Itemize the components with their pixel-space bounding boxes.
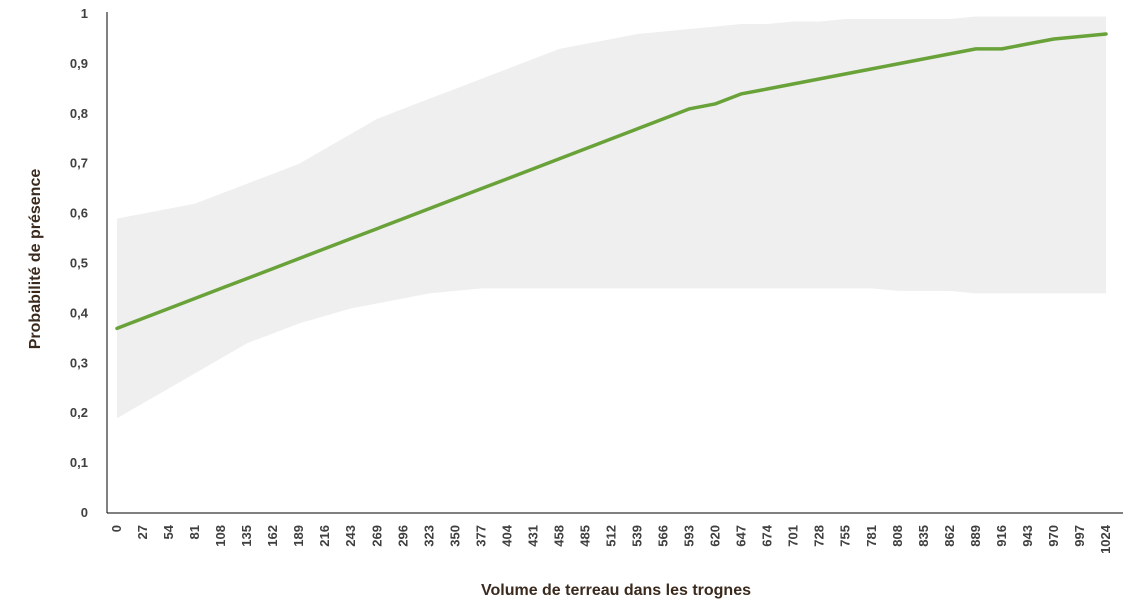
confidence-band-layer — [117, 16, 1106, 419]
y-tick-label: 0 — [81, 505, 88, 520]
x-tick-label: 566 — [656, 525, 671, 547]
x-tick-label: 54 — [161, 524, 176, 539]
x-axis-title: Volume de terreau dans les trognes — [481, 582, 751, 599]
x-tick-label: 1024 — [1098, 524, 1113, 554]
y-tick-label: 0,4 — [70, 305, 89, 320]
y-tick-label: 0,8 — [70, 106, 88, 121]
series-line — [115, 32, 1108, 331]
x-tick-label: 243 — [343, 525, 358, 547]
y-tick-label: 0,6 — [70, 206, 88, 221]
x-tick-label: 350 — [447, 525, 462, 547]
x-tick-label: 458 — [551, 525, 566, 547]
x-tick-label: 728 — [812, 525, 827, 547]
x-tick-label: 755 — [838, 525, 853, 547]
x-tick-label: 701 — [786, 525, 801, 547]
x-tick-label: 889 — [968, 525, 983, 547]
y-tick-label: 1 — [81, 6, 88, 21]
y-tick-label: 0,7 — [70, 156, 88, 171]
x-tick-label: 808 — [890, 525, 905, 547]
x-tick-label: 674 — [760, 524, 775, 546]
y-tick-labels: 0 0,1 0,2 0,3 0,4 0,5 0,6 0,7 0,8 0,9 1 — [70, 6, 89, 520]
y-tick-label: 0,1 — [70, 455, 88, 470]
series-line-layer — [115, 32, 1108, 331]
x-tick-label: 189 — [291, 525, 306, 547]
x-tick-label: 862 — [942, 525, 957, 547]
x-tick-label: 0 — [109, 525, 124, 532]
x-tick-label: 269 — [369, 525, 384, 547]
x-tick-label: 323 — [421, 525, 436, 547]
x-tick-label: 108 — [213, 525, 228, 547]
y-tick-label: 0,3 — [70, 355, 88, 370]
y-tick-label: 0,5 — [70, 256, 88, 271]
x-tick-label: 431 — [525, 525, 540, 547]
y-tick-label: 0,2 — [70, 405, 88, 420]
axes-layer — [106, 12, 1123, 514]
x-tick-label: 485 — [577, 525, 592, 547]
x-tick-label: 539 — [630, 525, 645, 547]
x-tick-label: 27 — [135, 525, 150, 539]
x-tick-label: 216 — [317, 525, 332, 547]
x-tick-label: 162 — [265, 525, 280, 547]
x-tick-label: 296 — [395, 525, 410, 547]
x-tick-label: 781 — [864, 525, 879, 547]
x-tick-label: 593 — [682, 525, 697, 547]
x-tick-label: 135 — [239, 525, 254, 547]
y-axis-title: Probabilité de présence — [27, 169, 44, 350]
x-tick-label: 970 — [1046, 525, 1061, 547]
x-tick-label: 81 — [187, 525, 202, 539]
x-tick-label: 943 — [1020, 525, 1035, 547]
x-tick-labels: 0 27 54 81 108 135 162 189 216 243 269 296 323 350 377… — [109, 524, 1113, 554]
y-tick-label: 0,9 — [70, 56, 88, 71]
x-tick-label: 997 — [1072, 525, 1087, 547]
x-tick-label: 835 — [916, 525, 931, 547]
x-tick-label: 377 — [473, 525, 488, 547]
x-tick-label: 404 — [499, 524, 514, 546]
confidence-band — [117, 16, 1106, 419]
x-tick-label: 647 — [734, 525, 749, 547]
x-tick-label: 916 — [994, 525, 1009, 547]
x-tick-label: 620 — [708, 525, 723, 547]
x-tick-label: 512 — [604, 525, 619, 547]
